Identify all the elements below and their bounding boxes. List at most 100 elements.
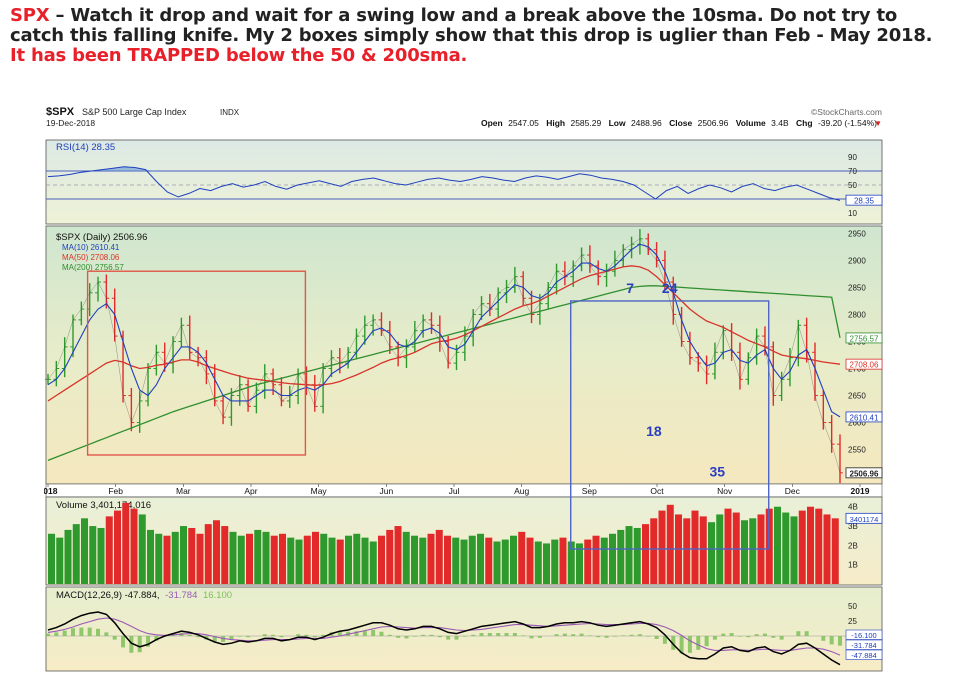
x-tick-label: May [311, 486, 328, 496]
volume-bar [790, 516, 798, 584]
spx-chart: $SPX S&P 500 Large Cap Index INDX 19-Dec… [44, 106, 883, 672]
annotation-box-feb-may [86, 270, 307, 456]
macd-hist-bar [296, 634, 301, 636]
macd-tick-label: 25 [848, 617, 857, 626]
macd-hist-bar [587, 635, 592, 636]
macd-hist-bar [79, 627, 84, 636]
rsi-current-badge [845, 194, 883, 206]
volume-tick-label: 3B [848, 522, 858, 531]
x-tick-label: Dec [785, 486, 801, 496]
volume-bar [303, 535, 311, 584]
rsi-tick-label: 70 [848, 167, 857, 176]
volume-bar [287, 537, 295, 584]
macd-hist-bar [246, 636, 251, 638]
macd-hist-bar [171, 634, 176, 636]
macd-hist-bar [629, 634, 634, 636]
volume-bar [468, 535, 476, 584]
macd-hist-bar [596, 636, 601, 638]
volume-bar [312, 531, 320, 584]
x-tick-label: Jul [449, 486, 460, 496]
volume-bar [782, 512, 790, 584]
volume-bar [56, 537, 64, 584]
legend-ma10: MA(10) 2610.41 [62, 243, 120, 252]
macd-badge-label: -16.100 [851, 631, 876, 640]
macd-hist-bar [112, 636, 117, 640]
annotation-number: 18 [646, 423, 662, 439]
legend-ma200: MA(200) 2756.57 [62, 263, 124, 272]
volume-bar [180, 526, 188, 584]
volume-tick-label: 1B [848, 561, 858, 570]
macd-hist-bar [754, 634, 759, 636]
macd-legend-signal: -31.784 [165, 590, 197, 601]
macd-hist-bar [412, 636, 417, 637]
macd-hist-bar [212, 636, 217, 642]
volume-bar [518, 531, 526, 584]
headline-text: – Watch it drop and wait for a swing low… [10, 5, 933, 46]
volume-bar [147, 529, 155, 584]
volume-tick-label: 2B [848, 541, 858, 550]
macd-hist-bar [571, 634, 576, 636]
volume-bar [171, 531, 179, 584]
annotation-number: 24 [662, 280, 678, 296]
rsi-tick-label: 10 [848, 209, 857, 218]
volume-bar [394, 526, 402, 584]
volume-bar [435, 529, 443, 584]
volume-bar [114, 510, 122, 584]
volume-bar [741, 520, 749, 584]
price-tick-label: 2850 [848, 283, 866, 292]
macd-hist-bar [771, 636, 776, 638]
volume-bar [460, 539, 468, 584]
macd-tick-label: 50 [848, 602, 857, 611]
volume-bar [402, 531, 410, 584]
macd-hist-bar [512, 633, 517, 636]
price-tick-label: 2800 [848, 310, 866, 319]
macd-hist-bar [146, 636, 151, 647]
volume-bar [188, 527, 196, 584]
volume-bar [559, 537, 567, 584]
volume-bar [823, 514, 831, 584]
volume-bar [485, 537, 493, 584]
macd-hist-bar [746, 636, 751, 638]
macd-hist-bar [312, 636, 317, 638]
volume-bar [699, 516, 707, 584]
macd-hist-bar [621, 635, 626, 636]
headline-highlight: It has been TRAPPED below the 50 & 200sm… [10, 45, 468, 66]
macd-hist-bar [104, 632, 109, 636]
macd-hist-bar [679, 636, 684, 654]
macd-hist-bar [446, 636, 451, 640]
volume-bar [831, 518, 839, 584]
volume-bar [336, 539, 344, 584]
volume-bar [361, 537, 369, 584]
volume-bar [510, 535, 518, 584]
volume-bar [807, 506, 815, 584]
macd-hist-bar [521, 635, 526, 636]
volume-bar [493, 541, 501, 584]
rsi-tick-label: 28.35 [854, 197, 875, 206]
macd-hist-bar [454, 636, 459, 640]
volume-bar [419, 537, 427, 584]
rsi-line [47, 166, 841, 201]
volume-bar [501, 539, 509, 584]
volume-bar [320, 533, 328, 584]
ma10-line [47, 243, 841, 418]
volume-bar [526, 537, 534, 584]
volume-current-badge [845, 512, 883, 524]
volume-bar [732, 512, 740, 584]
high-value: 2585.29 [570, 118, 601, 128]
macd-hist-bar [404, 636, 409, 639]
macd-hist-bar [554, 634, 559, 636]
volume-bar [122, 502, 130, 584]
volume-bar [617, 529, 625, 584]
volume-bar [64, 529, 72, 584]
close-value: 2506.96 [698, 118, 729, 128]
close-line [47, 238, 841, 473]
macd-badge [845, 629, 883, 640]
header-date: 19-Dec-2018 [46, 118, 95, 128]
volume-bar [270, 535, 278, 584]
x-tick-label: 2019 [851, 486, 870, 496]
macd-hist-bar [387, 634, 392, 636]
x-tick-label: Nov [717, 486, 733, 496]
price-tick-label: 2550 [848, 446, 866, 455]
macd-signal-line [47, 617, 841, 656]
macd-hist-bar [671, 636, 676, 650]
